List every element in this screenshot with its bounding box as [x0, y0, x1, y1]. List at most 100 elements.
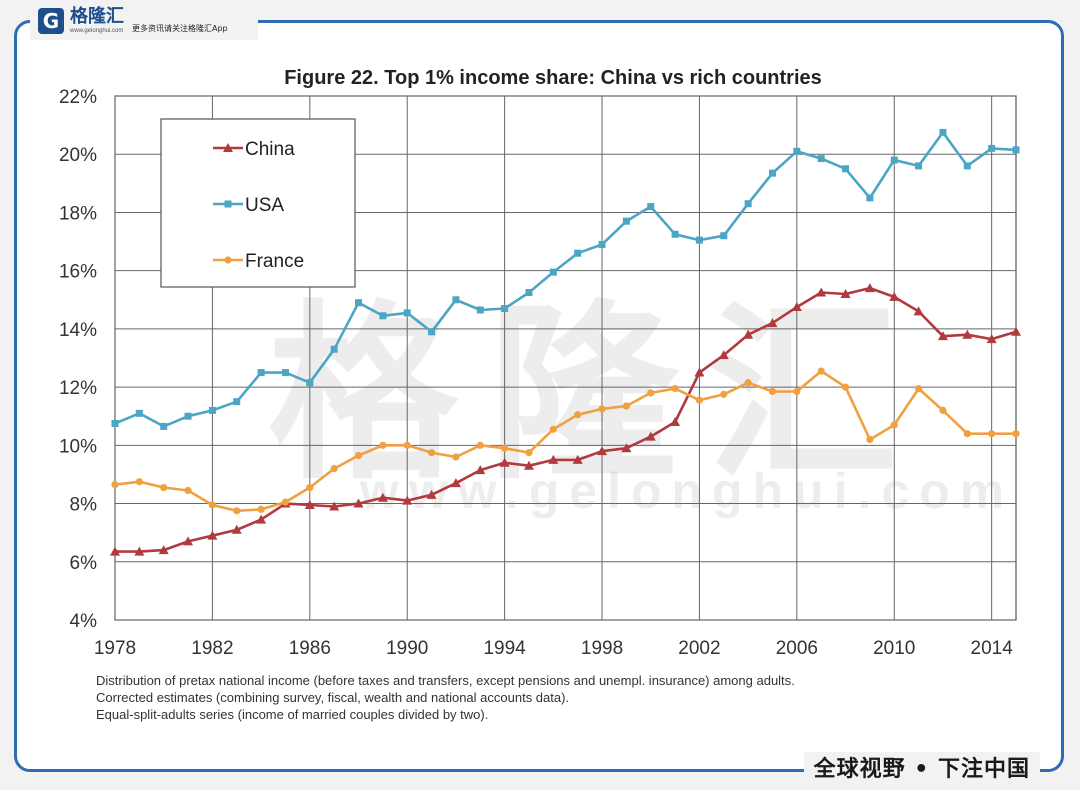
data-point-china	[231, 524, 242, 534]
logo-text: 格隆汇 www.gelonghui.com	[70, 8, 124, 35]
data-point-china	[597, 446, 608, 456]
y-tick-label: 16%	[59, 262, 97, 283]
logo-url: www.gelonghui.com	[70, 28, 124, 34]
data-point-china	[816, 287, 827, 297]
data-point-usa	[281, 369, 289, 377]
data-point-usa	[768, 169, 776, 177]
data-point-france	[403, 441, 411, 449]
data-point-china	[889, 291, 900, 301]
data-point-usa	[111, 420, 119, 427]
data-point-usa	[890, 156, 898, 164]
data-point-france	[720, 390, 728, 398]
x-tick-label: 1986	[289, 638, 331, 659]
data-point-usa	[866, 194, 874, 202]
data-point-china	[548, 454, 559, 464]
data-point-france	[330, 465, 338, 473]
data-point-france	[160, 483, 168, 492]
data-point-france	[525, 449, 533, 457]
legend-box	[160, 118, 356, 288]
data-point-france	[622, 402, 630, 410]
legend-label-france: France	[245, 251, 304, 272]
data-point-china	[572, 454, 583, 464]
y-tick-label: 8%	[70, 495, 98, 516]
data-point-usa	[501, 305, 509, 313]
data-point-usa	[549, 268, 557, 276]
data-point-china	[767, 318, 778, 328]
x-tick-label: 1994	[483, 638, 526, 659]
x-tick-label: 2002	[678, 638, 720, 659]
data-point-france	[671, 384, 679, 393]
data-point-france	[354, 451, 363, 460]
legend-marker-france	[224, 256, 232, 264]
data-point-china	[840, 288, 851, 298]
data-point-france	[817, 367, 825, 375]
data-point-china	[621, 443, 632, 453]
data-point-china	[499, 457, 510, 467]
note-line: Distribution of pretax national income (…	[96, 673, 795, 688]
data-point-china	[743, 329, 754, 339]
data-point-china	[718, 350, 729, 360]
data-point-china	[183, 536, 194, 546]
brand-logo: G 格隆汇 www.gelonghui.com 更多资讯请关注格隆汇App	[30, 2, 258, 40]
data-point-france	[208, 501, 217, 509]
data-point-france	[379, 441, 387, 449]
data-point-china	[450, 478, 461, 488]
x-tick-label: 1978	[94, 638, 136, 659]
data-point-france	[963, 430, 971, 438]
data-point-china	[256, 514, 267, 524]
x-tick-label: 2010	[873, 638, 915, 659]
data-point-france	[890, 421, 898, 429]
y-tick-label: 4%	[70, 611, 98, 632]
y-tick-label: 10%	[59, 436, 97, 457]
data-point-china	[475, 465, 486, 475]
data-point-usa	[817, 155, 825, 163]
data-point-china	[377, 492, 388, 502]
data-point-china	[110, 546, 120, 556]
data-point-usa	[452, 296, 460, 304]
data-point-china	[207, 530, 218, 540]
y-tick-label: 12%	[59, 378, 97, 399]
data-point-china	[304, 500, 315, 510]
data-point-china	[913, 306, 924, 316]
logo-mark-icon: G	[38, 8, 64, 34]
data-point-france	[1012, 430, 1020, 438]
data-point-usa	[720, 232, 728, 240]
data-point-france	[233, 507, 241, 515]
data-point-usa	[355, 299, 363, 307]
x-tick-label: 1998	[581, 638, 623, 659]
data-point-usa	[647, 203, 655, 211]
data-point-france	[476, 441, 484, 449]
data-point-china	[402, 495, 413, 505]
footer-slogan: 全球视野 • 下注中国	[803, 752, 1040, 788]
data-point-china	[523, 460, 534, 470]
data-point-china	[353, 498, 364, 508]
data-point-france	[501, 444, 509, 452]
series-line-usa	[114, 131, 1017, 428]
data-point-usa	[135, 409, 143, 417]
legend-marker-usa	[224, 200, 232, 208]
data-point-france	[768, 387, 777, 396]
data-point-france	[914, 384, 923, 393]
data-point-usa	[403, 309, 411, 317]
logo-slogan: 更多资讯请关注格隆汇App	[132, 24, 228, 33]
data-point-france	[647, 389, 655, 397]
series-line-china	[115, 286, 1017, 553]
data-point-china	[791, 302, 802, 312]
data-point-france	[574, 411, 582, 419]
data-point-china	[329, 501, 340, 511]
y-tick-label: 20%	[59, 145, 97, 166]
data-point-china	[937, 331, 948, 341]
data-point-usa	[988, 144, 996, 152]
y-tick-label: 18%	[59, 203, 97, 224]
data-point-usa	[160, 422, 168, 430]
data-point-usa	[744, 200, 752, 208]
data-point-china	[645, 431, 656, 441]
data-point-usa	[476, 306, 484, 314]
data-point-china	[134, 546, 145, 556]
x-tick-label: 1982	[191, 638, 233, 659]
data-point-france	[695, 396, 704, 404]
note-line: Equal-split-adults series (income of mar…	[96, 707, 489, 722]
data-point-usa	[671, 230, 679, 238]
y-tick-label: 6%	[70, 553, 98, 574]
